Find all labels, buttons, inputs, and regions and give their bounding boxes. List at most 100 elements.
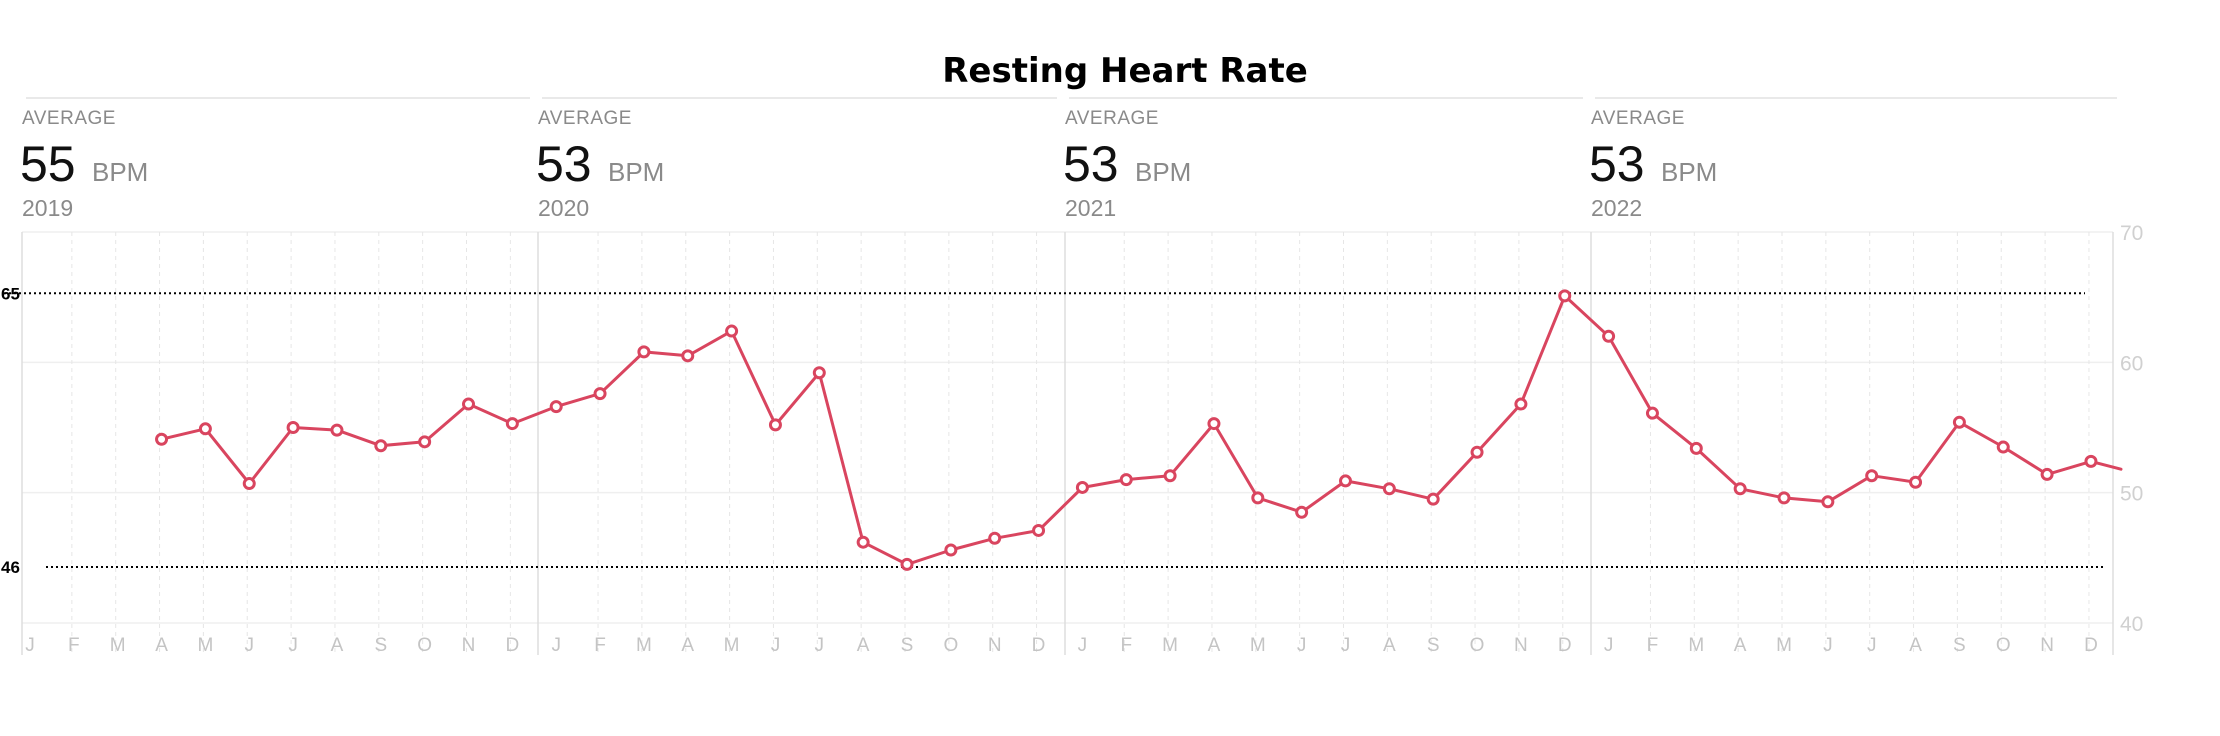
data-point <box>1558 289 1572 303</box>
average-unit: BPM <box>1135 157 1191 187</box>
data-point <box>1295 505 1309 519</box>
data-point <box>1777 491 1791 505</box>
month-label: M <box>1776 635 1792 656</box>
month-label: S <box>901 635 914 656</box>
chart-title: Resting Heart Rate <box>942 51 1308 91</box>
data-point <box>1163 469 1177 483</box>
month-label: O <box>1470 635 1485 656</box>
data-point <box>1075 480 1089 494</box>
data-point <box>1426 492 1440 506</box>
month-label: J <box>25 635 35 656</box>
month-label: J <box>288 635 298 656</box>
data-point <box>1733 482 1747 496</box>
data-point <box>374 439 388 453</box>
year-label: 2020 <box>538 195 589 221</box>
y-axis: 70 60 50 40 <box>2120 222 2143 636</box>
month-label: J <box>245 635 255 656</box>
data-point <box>1339 474 1352 488</box>
data-point <box>1865 469 1879 483</box>
year-header-2019: AVERAGE 55 BPM 2019 <box>20 97 530 221</box>
month-label: J <box>1297 635 1307 656</box>
month-label: J <box>1604 635 1614 656</box>
month-label: A <box>1383 635 1396 656</box>
month-label: S <box>1953 635 1966 656</box>
year-header-2020: AVERAGE 53 BPM 2020 <box>536 97 1057 221</box>
data-point <box>1602 329 1616 343</box>
year-label: 2022 <box>1591 195 1642 221</box>
month-label: J <box>815 635 825 656</box>
month-label: O <box>1996 635 2011 656</box>
grid <box>21 231 2114 655</box>
data-point <box>812 366 826 380</box>
average-unit: BPM <box>92 157 148 187</box>
month-label: M <box>1250 635 1266 656</box>
month-label: F <box>594 635 606 656</box>
month-label: M <box>724 635 740 656</box>
month-label: A <box>331 635 344 656</box>
month-label: A <box>857 635 870 656</box>
data-point <box>988 531 1002 545</box>
reference-label-46: 46 <box>1 558 20 577</box>
month-label: N <box>462 635 476 656</box>
data-point <box>593 387 607 401</box>
month-label: M <box>110 635 126 656</box>
data-point <box>1952 415 1966 429</box>
data-point <box>1032 523 1046 537</box>
month-label: J <box>551 635 561 656</box>
data-point <box>2040 467 2054 481</box>
data-point <box>1821 495 1835 509</box>
data-point <box>725 324 739 338</box>
data-point <box>856 535 870 549</box>
series-heart-rate <box>155 289 2123 571</box>
data-point <box>1470 445 1484 459</box>
average-value: 55 <box>20 136 76 192</box>
data-point <box>1207 417 1221 431</box>
year-header-2021: AVERAGE 53 BPM 2021 <box>1063 97 1583 221</box>
average-label: AVERAGE <box>1065 108 1159 129</box>
month-label: S <box>1427 635 1440 656</box>
y-tick-50: 50 <box>2120 483 2143 506</box>
average-value: 53 <box>1589 136 1645 192</box>
month-label: D <box>505 635 519 656</box>
data-point <box>1514 397 1528 411</box>
data-point <box>330 423 344 437</box>
reference-label-65: 65 <box>1 284 20 303</box>
series-line <box>160 294 2123 566</box>
data-point <box>768 418 782 432</box>
month-label: A <box>681 635 694 656</box>
data-point <box>155 432 169 446</box>
month-label: M <box>1688 635 1704 656</box>
month-label: D <box>2084 635 2098 656</box>
month-label: N <box>988 635 1002 656</box>
month-label: O <box>417 635 432 656</box>
y-tick-70: 70 <box>2120 222 2143 245</box>
data-point <box>242 477 256 491</box>
month-label: F <box>68 635 80 656</box>
data-point <box>505 417 519 431</box>
data-point <box>1119 473 1133 487</box>
data-point <box>1996 440 2010 454</box>
year-headers: AVERAGE 55 BPM 2019 AVERAGE 53 BPM 2020 AVERAGE 5… <box>20 97 2117 221</box>
month-label: A <box>155 635 168 656</box>
month-label: S <box>374 635 387 656</box>
year-label: 2021 <box>1065 195 1116 221</box>
month-label: J <box>1341 635 1351 656</box>
year-header-2022: AVERAGE 53 BPM 2022 <box>1589 97 2117 221</box>
data-point <box>1251 491 1265 505</box>
month-label: F <box>1120 635 1132 656</box>
data-point <box>418 435 432 449</box>
data-point <box>1382 482 1396 496</box>
data-point <box>462 397 475 411</box>
month-label: J <box>1867 635 1877 656</box>
y-tick-60: 60 <box>2120 352 2143 375</box>
data-point <box>681 349 695 363</box>
month-label: A <box>1734 635 1747 656</box>
month-label: M <box>636 635 652 656</box>
month-label: O <box>943 635 958 656</box>
average-value: 53 <box>1063 136 1119 192</box>
month-label: J <box>1823 635 1833 656</box>
month-label: A <box>1208 635 1221 656</box>
y-tick-40: 40 <box>2120 613 2143 636</box>
